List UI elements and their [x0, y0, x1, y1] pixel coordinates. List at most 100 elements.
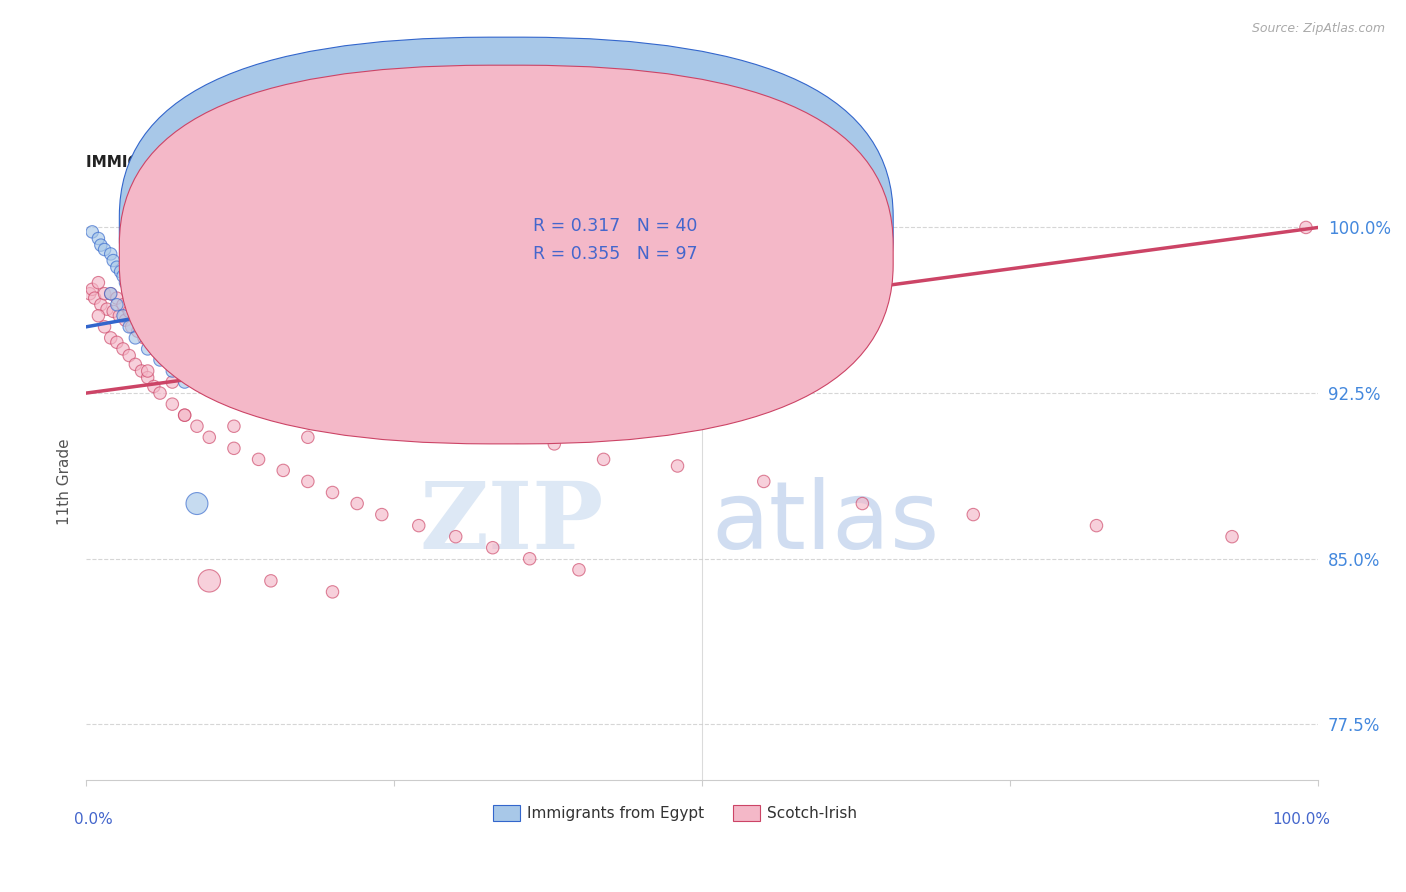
Point [114, 276, 136, 290]
Point [260, 370, 283, 384]
Point [124, 291, 146, 305]
Point [167, 342, 190, 356]
Point [222, 419, 245, 434]
Text: atlas: atlas [711, 477, 939, 569]
Point [162, 335, 184, 350]
Point [136, 313, 159, 327]
Point [127, 298, 149, 312]
Point [543, 437, 565, 451]
Point [180, 342, 202, 356]
Point [82, 282, 104, 296]
Point [592, 452, 614, 467]
Point [568, 563, 591, 577]
Point [271, 370, 294, 384]
Point [101, 304, 124, 318]
Point [118, 319, 141, 334]
Point [90, 238, 112, 252]
FancyBboxPatch shape [120, 37, 893, 416]
Point [371, 508, 394, 522]
Text: 100.0%: 100.0% [1272, 813, 1330, 828]
Point [136, 319, 159, 334]
Point [149, 353, 172, 368]
Point [136, 364, 159, 378]
Point [260, 574, 283, 588]
Point [124, 331, 146, 345]
Point [93, 286, 115, 301]
Point [139, 331, 162, 345]
Point [105, 260, 128, 275]
Point [112, 268, 135, 283]
Point [173, 375, 195, 389]
Point [110, 265, 132, 279]
Point [131, 304, 153, 318]
Point [149, 386, 172, 401]
Point [519, 551, 541, 566]
Point [118, 349, 141, 363]
Point [247, 364, 270, 378]
Point [87, 276, 110, 290]
Point [198, 430, 221, 444]
Point [132, 331, 155, 345]
Point [211, 358, 233, 372]
Point [666, 458, 689, 473]
Point [90, 298, 112, 312]
Point [198, 342, 221, 356]
Point [382, 386, 405, 401]
Point [186, 349, 208, 363]
Point [108, 309, 131, 323]
Point [173, 408, 195, 422]
Point [321, 585, 343, 599]
Point [131, 313, 153, 327]
Point [87, 309, 110, 323]
Point [121, 319, 143, 334]
Point [297, 375, 319, 389]
Point [1220, 530, 1243, 544]
Point [124, 309, 146, 323]
Point [851, 497, 873, 511]
Point [333, 386, 356, 401]
Text: Immigrants from Egypt: Immigrants from Egypt [527, 805, 704, 821]
Point [162, 326, 184, 341]
FancyBboxPatch shape [120, 65, 893, 444]
Point [100, 331, 122, 345]
Point [444, 401, 467, 416]
Point [173, 342, 195, 356]
Point [222, 342, 245, 356]
Point [149, 319, 172, 334]
Point [118, 282, 141, 296]
Point [118, 304, 141, 318]
Point [346, 379, 368, 393]
Point [444, 530, 467, 544]
Text: R = 0.355   N = 97: R = 0.355 N = 97 [533, 245, 697, 263]
Point [112, 298, 135, 312]
Point [105, 335, 128, 350]
Point [235, 358, 257, 372]
Point [297, 475, 319, 489]
Point [186, 497, 208, 511]
Point [79, 286, 101, 301]
Point [93, 243, 115, 257]
Point [962, 508, 984, 522]
Point [142, 379, 165, 393]
Text: 0.0%: 0.0% [73, 813, 112, 828]
FancyBboxPatch shape [492, 805, 520, 822]
Point [1085, 518, 1108, 533]
Point [127, 324, 149, 338]
Point [162, 375, 184, 389]
Point [101, 253, 124, 268]
Point [321, 485, 343, 500]
Point [297, 375, 319, 389]
Point [506, 430, 529, 444]
Point [114, 313, 136, 327]
Point [420, 386, 443, 401]
Point [1295, 220, 1317, 235]
Point [100, 247, 122, 261]
Point [395, 397, 418, 411]
Point [112, 309, 135, 323]
Point [162, 364, 184, 378]
Point [82, 225, 104, 239]
FancyBboxPatch shape [733, 805, 761, 822]
Point [87, 231, 110, 245]
Point [155, 331, 177, 345]
Point [83, 291, 105, 305]
